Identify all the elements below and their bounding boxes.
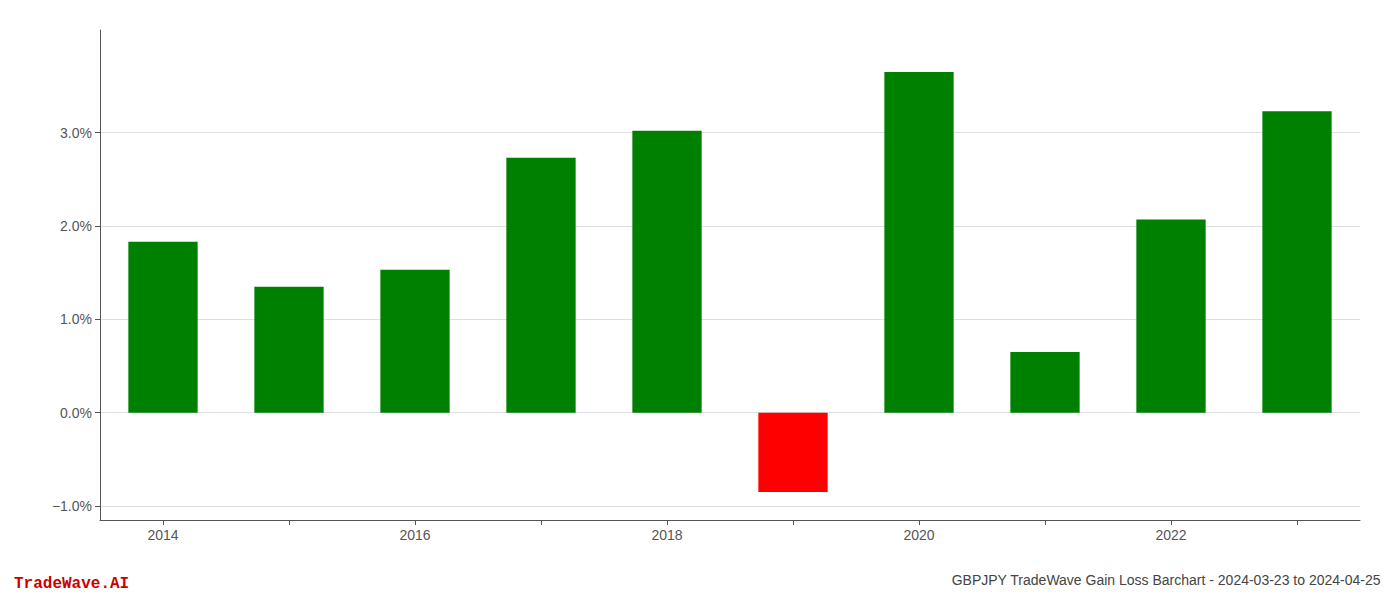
svg-text:−1.0%: −1.0% (52, 498, 92, 514)
svg-text:2022: 2022 (1155, 527, 1186, 543)
svg-text:GBPJPY TradeWave Gain Loss Bar: GBPJPY TradeWave Gain Loss Barchart - 20… (952, 572, 1381, 588)
svg-text:2.0%: 2.0% (60, 218, 92, 234)
svg-text:0.0%: 0.0% (60, 405, 92, 421)
svg-text:3.0%: 3.0% (60, 125, 92, 141)
svg-text:2016: 2016 (399, 527, 430, 543)
svg-text:2020: 2020 (903, 527, 934, 543)
svg-text:TradeWave.AI: TradeWave.AI (14, 575, 129, 593)
svg-text:2014: 2014 (147, 527, 178, 543)
svg-text:1.0%: 1.0% (60, 311, 92, 327)
svg-text:2018: 2018 (651, 527, 682, 543)
